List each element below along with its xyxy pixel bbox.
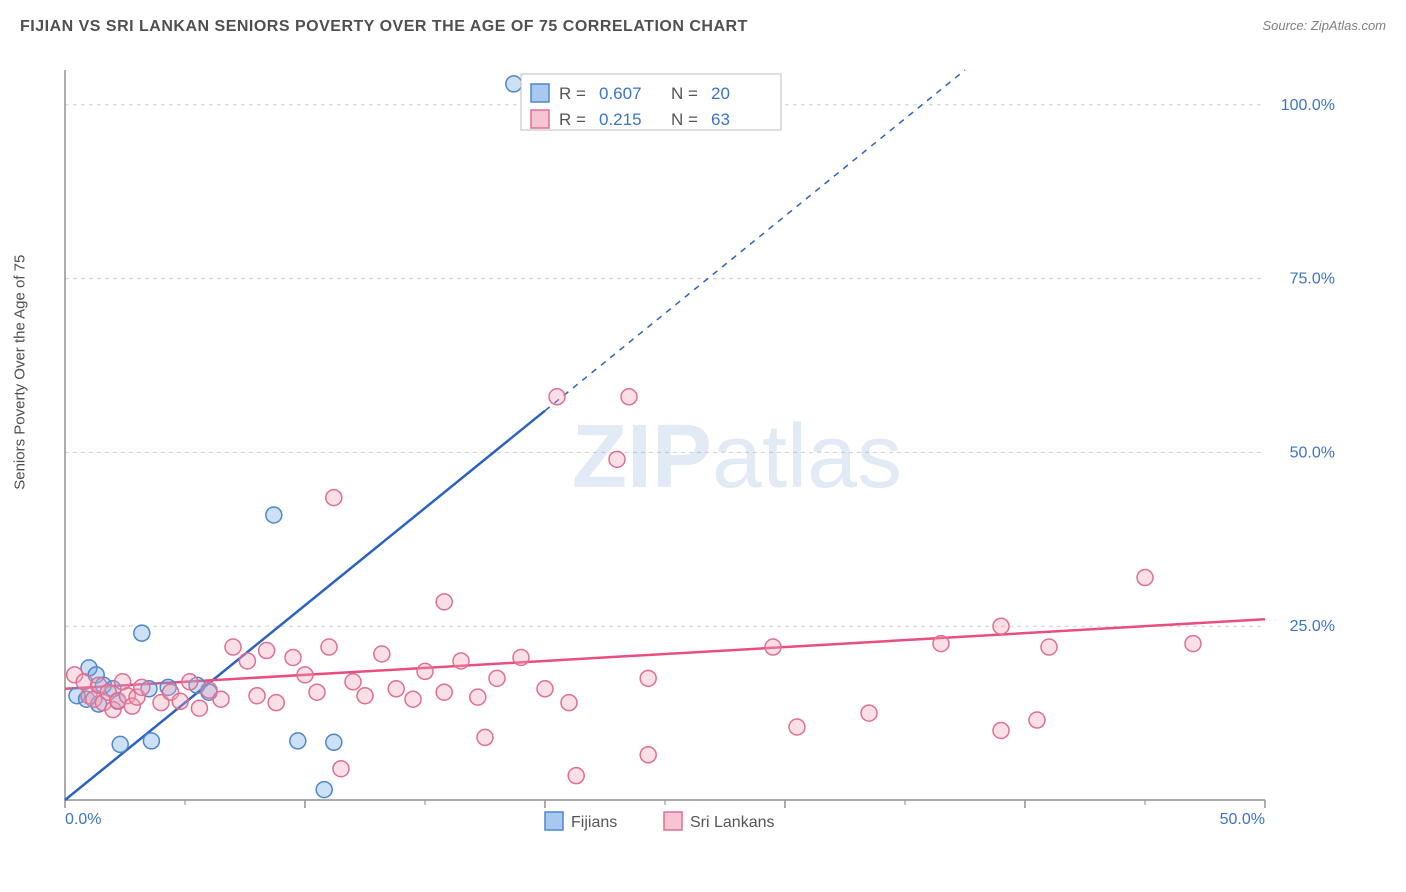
data-point-sri-lankans — [1137, 570, 1153, 586]
data-point-sri-lankans — [453, 653, 469, 669]
data-point-sri-lankans — [172, 693, 188, 709]
data-point-sri-lankans — [285, 649, 301, 665]
x-tick-label: 50.0% — [1220, 811, 1265, 828]
data-point-sri-lankans — [861, 705, 877, 721]
data-point-sri-lankans — [345, 674, 361, 690]
data-point-fijians — [134, 625, 150, 641]
x-tick-label: 0.0% — [65, 811, 101, 828]
data-point-sri-lankans — [640, 747, 656, 763]
data-point-fijians — [506, 76, 522, 92]
data-point-sri-lankans — [321, 639, 337, 655]
data-point-sri-lankans — [477, 729, 493, 745]
data-point-sri-lankans — [225, 639, 241, 655]
stats-n-value: 20 — [711, 84, 730, 103]
data-point-sri-lankans — [249, 688, 265, 704]
legend-swatch — [531, 110, 549, 128]
data-point-sri-lankans — [568, 768, 584, 784]
data-point-sri-lankans — [1185, 636, 1201, 652]
stats-n-label: N = — [671, 110, 698, 129]
stats-n-value: 63 — [711, 110, 730, 129]
y-tick-label: 50.0% — [1290, 444, 1335, 461]
data-point-fijians — [316, 782, 332, 798]
data-point-sri-lankans — [297, 667, 313, 683]
stats-r-value: 0.215 — [599, 110, 642, 129]
stats-r-label: R = — [559, 84, 586, 103]
data-point-fijians — [266, 507, 282, 523]
bottom-legend-swatch — [664, 812, 682, 830]
data-point-sri-lankans — [789, 719, 805, 735]
data-point-sri-lankans — [1041, 639, 1057, 655]
data-point-fijians — [112, 736, 128, 752]
data-point-sri-lankans — [933, 636, 949, 652]
data-point-sri-lankans — [993, 722, 1009, 738]
data-point-sri-lankans — [561, 695, 577, 711]
stats-n-label: N = — [671, 84, 698, 103]
data-point-sri-lankans — [239, 653, 255, 669]
data-point-sri-lankans — [333, 761, 349, 777]
y-tick-label: 100.0% — [1281, 97, 1335, 114]
data-point-sri-lankans — [309, 684, 325, 700]
data-point-sri-lankans — [134, 679, 150, 695]
data-point-sri-lankans — [326, 490, 342, 506]
legend-swatch — [531, 84, 549, 102]
data-point-sri-lankans — [640, 670, 656, 686]
bottom-legend-label: Fijians — [571, 814, 617, 831]
bottom-legend-swatch — [545, 812, 563, 830]
stats-r-value: 0.607 — [599, 84, 642, 103]
y-tick-label: 75.0% — [1290, 271, 1335, 288]
source-attribution: Source: ZipAtlas.com — [1262, 18, 1386, 33]
stats-r-label: R = — [559, 110, 586, 129]
data-point-sri-lankans — [374, 646, 390, 662]
y-tick-label: 25.0% — [1290, 618, 1335, 635]
scatter-chart: ZIPatlas0.0%50.0%25.0%50.0%75.0%100.0%R … — [55, 60, 1345, 840]
data-point-sri-lankans — [537, 681, 553, 697]
data-point-sri-lankans — [549, 389, 565, 405]
y-axis-label: Seniors Poverty Over the Age of 75 — [12, 255, 29, 490]
data-point-sri-lankans — [213, 691, 229, 707]
data-point-sri-lankans — [182, 674, 198, 690]
data-point-sri-lankans — [259, 643, 275, 659]
data-point-sri-lankans — [470, 689, 486, 705]
data-point-sri-lankans — [268, 695, 284, 711]
data-point-fijians — [290, 733, 306, 749]
data-point-sri-lankans — [609, 451, 625, 467]
data-point-sri-lankans — [191, 700, 207, 716]
data-point-sri-lankans — [489, 670, 505, 686]
data-point-sri-lankans — [388, 681, 404, 697]
data-point-sri-lankans — [621, 389, 637, 405]
data-point-sri-lankans — [513, 649, 529, 665]
data-point-sri-lankans — [405, 691, 421, 707]
data-point-sri-lankans — [993, 618, 1009, 634]
data-point-sri-lankans — [765, 639, 781, 655]
data-point-sri-lankans — [1029, 712, 1045, 728]
data-point-sri-lankans — [357, 688, 373, 704]
chart-title: FIJIAN VS SRI LANKAN SENIORS POVERTY OVE… — [20, 18, 748, 36]
data-point-fijians — [326, 734, 342, 750]
data-point-sri-lankans — [417, 663, 433, 679]
data-point-fijians — [143, 733, 159, 749]
bottom-legend-label: Sri Lankans — [690, 814, 775, 831]
data-point-sri-lankans — [436, 594, 452, 610]
data-point-sri-lankans — [436, 684, 452, 700]
